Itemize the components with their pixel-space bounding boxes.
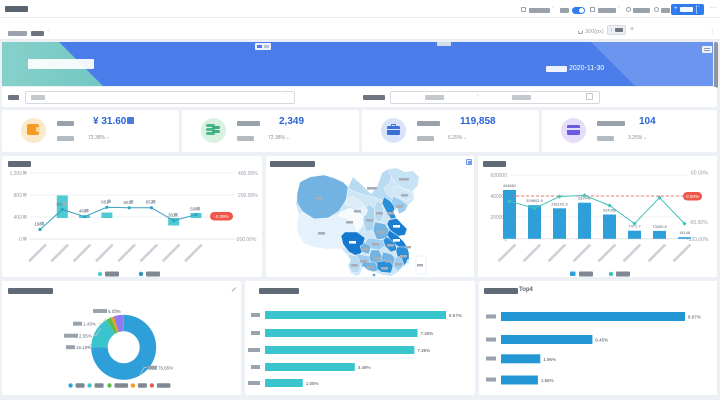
svg-text:60.00%: 60.00% [691,170,709,176]
svg-text:0: 0 [19,237,22,243]
svg-text:449661: 449661 [503,183,517,188]
svg-text:651: 651 [123,200,131,205]
svg-text:400.00%: 400.00% [238,171,258,177]
svg-text:200.00%: 200.00% [238,193,258,199]
svg-text:614: 614 [57,202,65,207]
svg-text:1.96%: 1.96% [543,357,556,362]
svg-text:652: 652 [146,200,154,205]
svg-text:661: 661 [101,199,109,204]
svg-text:-60.00%: -60.00% [689,220,708,226]
svg-text:400: 400 [14,215,23,221]
svg-text:466: 466 [79,209,87,214]
svg-text:381: 381 [168,213,176,218]
svg-text:8.67%: 8.67% [449,313,462,318]
svg-text:2.55%: 2.55% [79,334,92,339]
svg-text:1.05%: 1.05% [306,381,319,386]
svg-text:7.36%: 7.36% [417,348,430,353]
svg-text:1.65%: 1.65% [541,378,554,383]
svg-text:600000: 600000 [490,173,507,179]
svg-text:5.03%: 5.03% [108,309,121,314]
svg-text:73000.5: 73000.5 [652,224,667,229]
svg-text:0: 0 [504,237,507,243]
svg-text:6.45%: 6.45% [595,338,608,343]
svg-text:309602.5: 309602.5 [526,198,543,203]
svg-text:-200.00%: -200.00% [235,237,257,243]
svg-text:4.49%: 4.49% [358,365,371,370]
svg-text:1.43%: 1.43% [83,322,96,327]
svg-text:281102.5: 281102.5 [551,201,568,206]
svg-text:16.12%: 16.12% [76,345,91,350]
svg-text:-0.39%: -0.39% [214,214,228,219]
svg-text:15148: 15148 [679,230,691,235]
svg-text:76.65%: 76.65% [158,366,173,371]
svg-text:198: 198 [34,222,42,227]
svg-text:-120.00%: -120.00% [687,237,709,243]
svg-text:224358: 224358 [603,208,617,213]
svg-text:7471.7: 7471.7 [628,224,641,229]
svg-text:8.07%: 8.07% [688,315,701,320]
svg-text:400000: 400000 [490,194,507,200]
svg-text:332442: 332442 [578,196,592,201]
svg-text:1,200: 1,200 [9,171,22,177]
svg-text:7.40%: 7.40% [421,331,434,336]
svg-text:0.00%: 0.00% [686,194,699,199]
svg-text:800: 800 [14,193,23,199]
svg-text:508: 508 [190,207,198,212]
svg-text:200000: 200000 [490,215,507,221]
